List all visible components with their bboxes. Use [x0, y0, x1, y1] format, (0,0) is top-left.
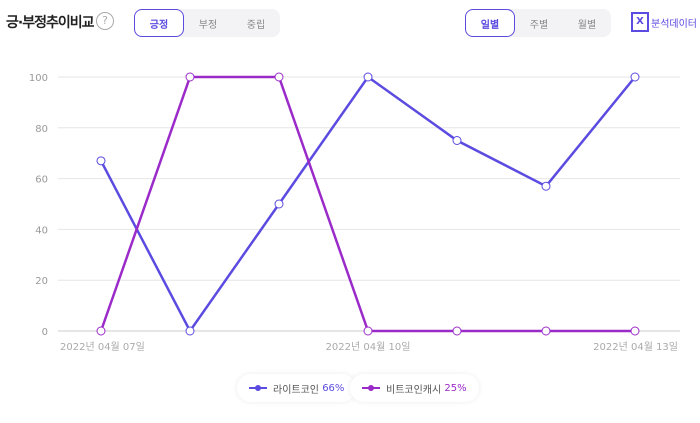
data-point[interactable]: [363, 72, 373, 82]
series-line-0: [99, 75, 636, 334]
excel-icon: X: [631, 12, 649, 32]
data-point[interactable]: [363, 326, 373, 336]
legend-share: 66%: [322, 382, 345, 394]
tab-neutral[interactable]: 중립: [246, 19, 266, 31]
legend-label: 라이트코인: [273, 384, 319, 396]
data-point[interactable]: [185, 72, 195, 82]
legend-label: 비트코인캐시: [386, 384, 442, 396]
data-point[interactable]: [452, 136, 462, 145]
page-title: 긍·부정추이비교: [6, 15, 94, 31]
legend-marker-icon: [362, 384, 380, 391]
y-tick-label: 60: [35, 175, 48, 186]
y-tick-label: 20: [35, 276, 48, 287]
tab-daily[interactable]: 일별: [465, 9, 515, 37]
y-tick-label: 0: [42, 327, 48, 338]
data-point[interactable]: [541, 181, 551, 191]
data-point[interactable]: [274, 199, 284, 209]
data-point[interactable]: [541, 326, 551, 336]
period-tabs: 일별 주별 월별: [465, 9, 611, 37]
series-line-1: [99, 75, 635, 333]
tab-monthly[interactable]: 월별: [577, 19, 597, 31]
data-point[interactable]: [96, 326, 106, 336]
legend-share: 25%: [444, 382, 467, 394]
data-point[interactable]: [185, 326, 195, 336]
sentiment-tabs: 긍정 부정 중립: [134, 9, 280, 37]
tab-negative[interactable]: 부정: [198, 19, 218, 31]
x-tick-label: 2022년 04월 07일: [60, 341, 145, 353]
data-point[interactable]: [96, 156, 106, 166]
y-tick-label: 100: [29, 73, 48, 84]
data-point[interactable]: [630, 72, 640, 82]
help-icon[interactable]: ?: [96, 12, 114, 30]
tab-weekly[interactable]: 주별: [529, 19, 549, 31]
y-tick-label: 40: [35, 225, 48, 236]
tab-positive[interactable]: 긍정: [134, 9, 184, 37]
export-label: 분석데이터: [651, 18, 697, 30]
data-point[interactable]: [630, 326, 640, 336]
data-point[interactable]: [452, 326, 462, 336]
legend-marker-icon: [249, 384, 267, 391]
x-tick-label: 2022년 04월 13일: [593, 341, 678, 353]
export-button[interactable]: X 분석데이터: [631, 12, 697, 32]
x-tick-label: 2022년 04월 10일: [326, 341, 411, 353]
y-tick-label: 80: [35, 124, 48, 135]
data-point[interactable]: [274, 72, 284, 82]
legend-item-1[interactable]: 비트코인캐시 25%: [350, 374, 479, 402]
legend-item-0[interactable]: 라이트코인 66%: [237, 374, 357, 402]
